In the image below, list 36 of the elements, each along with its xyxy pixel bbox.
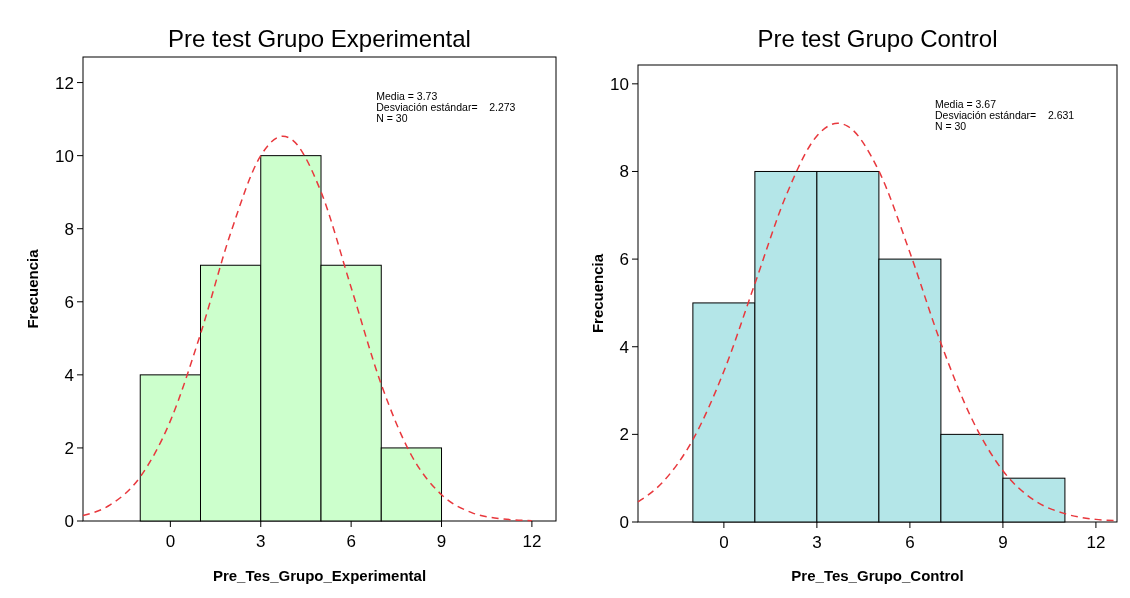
annotation: Media = 3.67 — [934, 98, 997, 110]
x-tick-label: 12 — [1086, 533, 1106, 552]
x-tick-label: 6 — [346, 532, 356, 551]
x-tick-label: 9 — [998, 533, 1008, 552]
x-tick-label: 0 — [719, 533, 729, 552]
x-tick-label: 12 — [522, 532, 542, 551]
y-tick-label: 4 — [64, 365, 74, 385]
x-tick-label: 0 — [165, 532, 176, 551]
annotation: N = 30 — [376, 112, 408, 124]
y-tick-label: 4 — [619, 337, 629, 357]
x-tick-label: 3 — [812, 533, 822, 552]
annotation: Media = 3.73 — [376, 90, 438, 102]
y-tick-label: 10 — [55, 146, 74, 166]
y-axis-title: Frecuencia — [589, 253, 606, 334]
y-tick-label: 8 — [64, 219, 74, 239]
annotation: Desviación estándar= 2.631 — [934, 109, 1075, 121]
line-series — [82, 135, 533, 522]
y-tick-label: 0 — [64, 512, 74, 531]
y-tick-label: 2 — [64, 438, 74, 458]
x-axis-title: Pre_Tes_Grupo_Control — [791, 567, 964, 584]
x-tick-label: 3 — [256, 532, 266, 551]
y-tick-label: 0 — [619, 513, 629, 532]
annotation: N = 30 — [934, 120, 967, 132]
x-tick-label: 9 — [436, 532, 447, 551]
annotation: Desviación estándar= 2.273 — [376, 101, 516, 113]
y-tick-label: 2 — [619, 425, 629, 445]
x-axis-title: Pre_Tes_Grupo_Experimental — [212, 567, 427, 584]
y-tick-label: 12 — [55, 73, 74, 93]
y-tick-label: 6 — [64, 292, 74, 312]
y-tick-label: 8 — [619, 162, 629, 182]
y-tick-label: 6 — [619, 250, 629, 270]
chart-title: Pre test Grupo Experimental — [168, 25, 471, 52]
y-tick-label: 10 — [610, 74, 629, 94]
x-tick-label: 6 — [905, 533, 915, 552]
y-axis-title: Frecuencia — [24, 248, 41, 329]
chart-title: Pre test Grupo Control — [757, 25, 998, 52]
